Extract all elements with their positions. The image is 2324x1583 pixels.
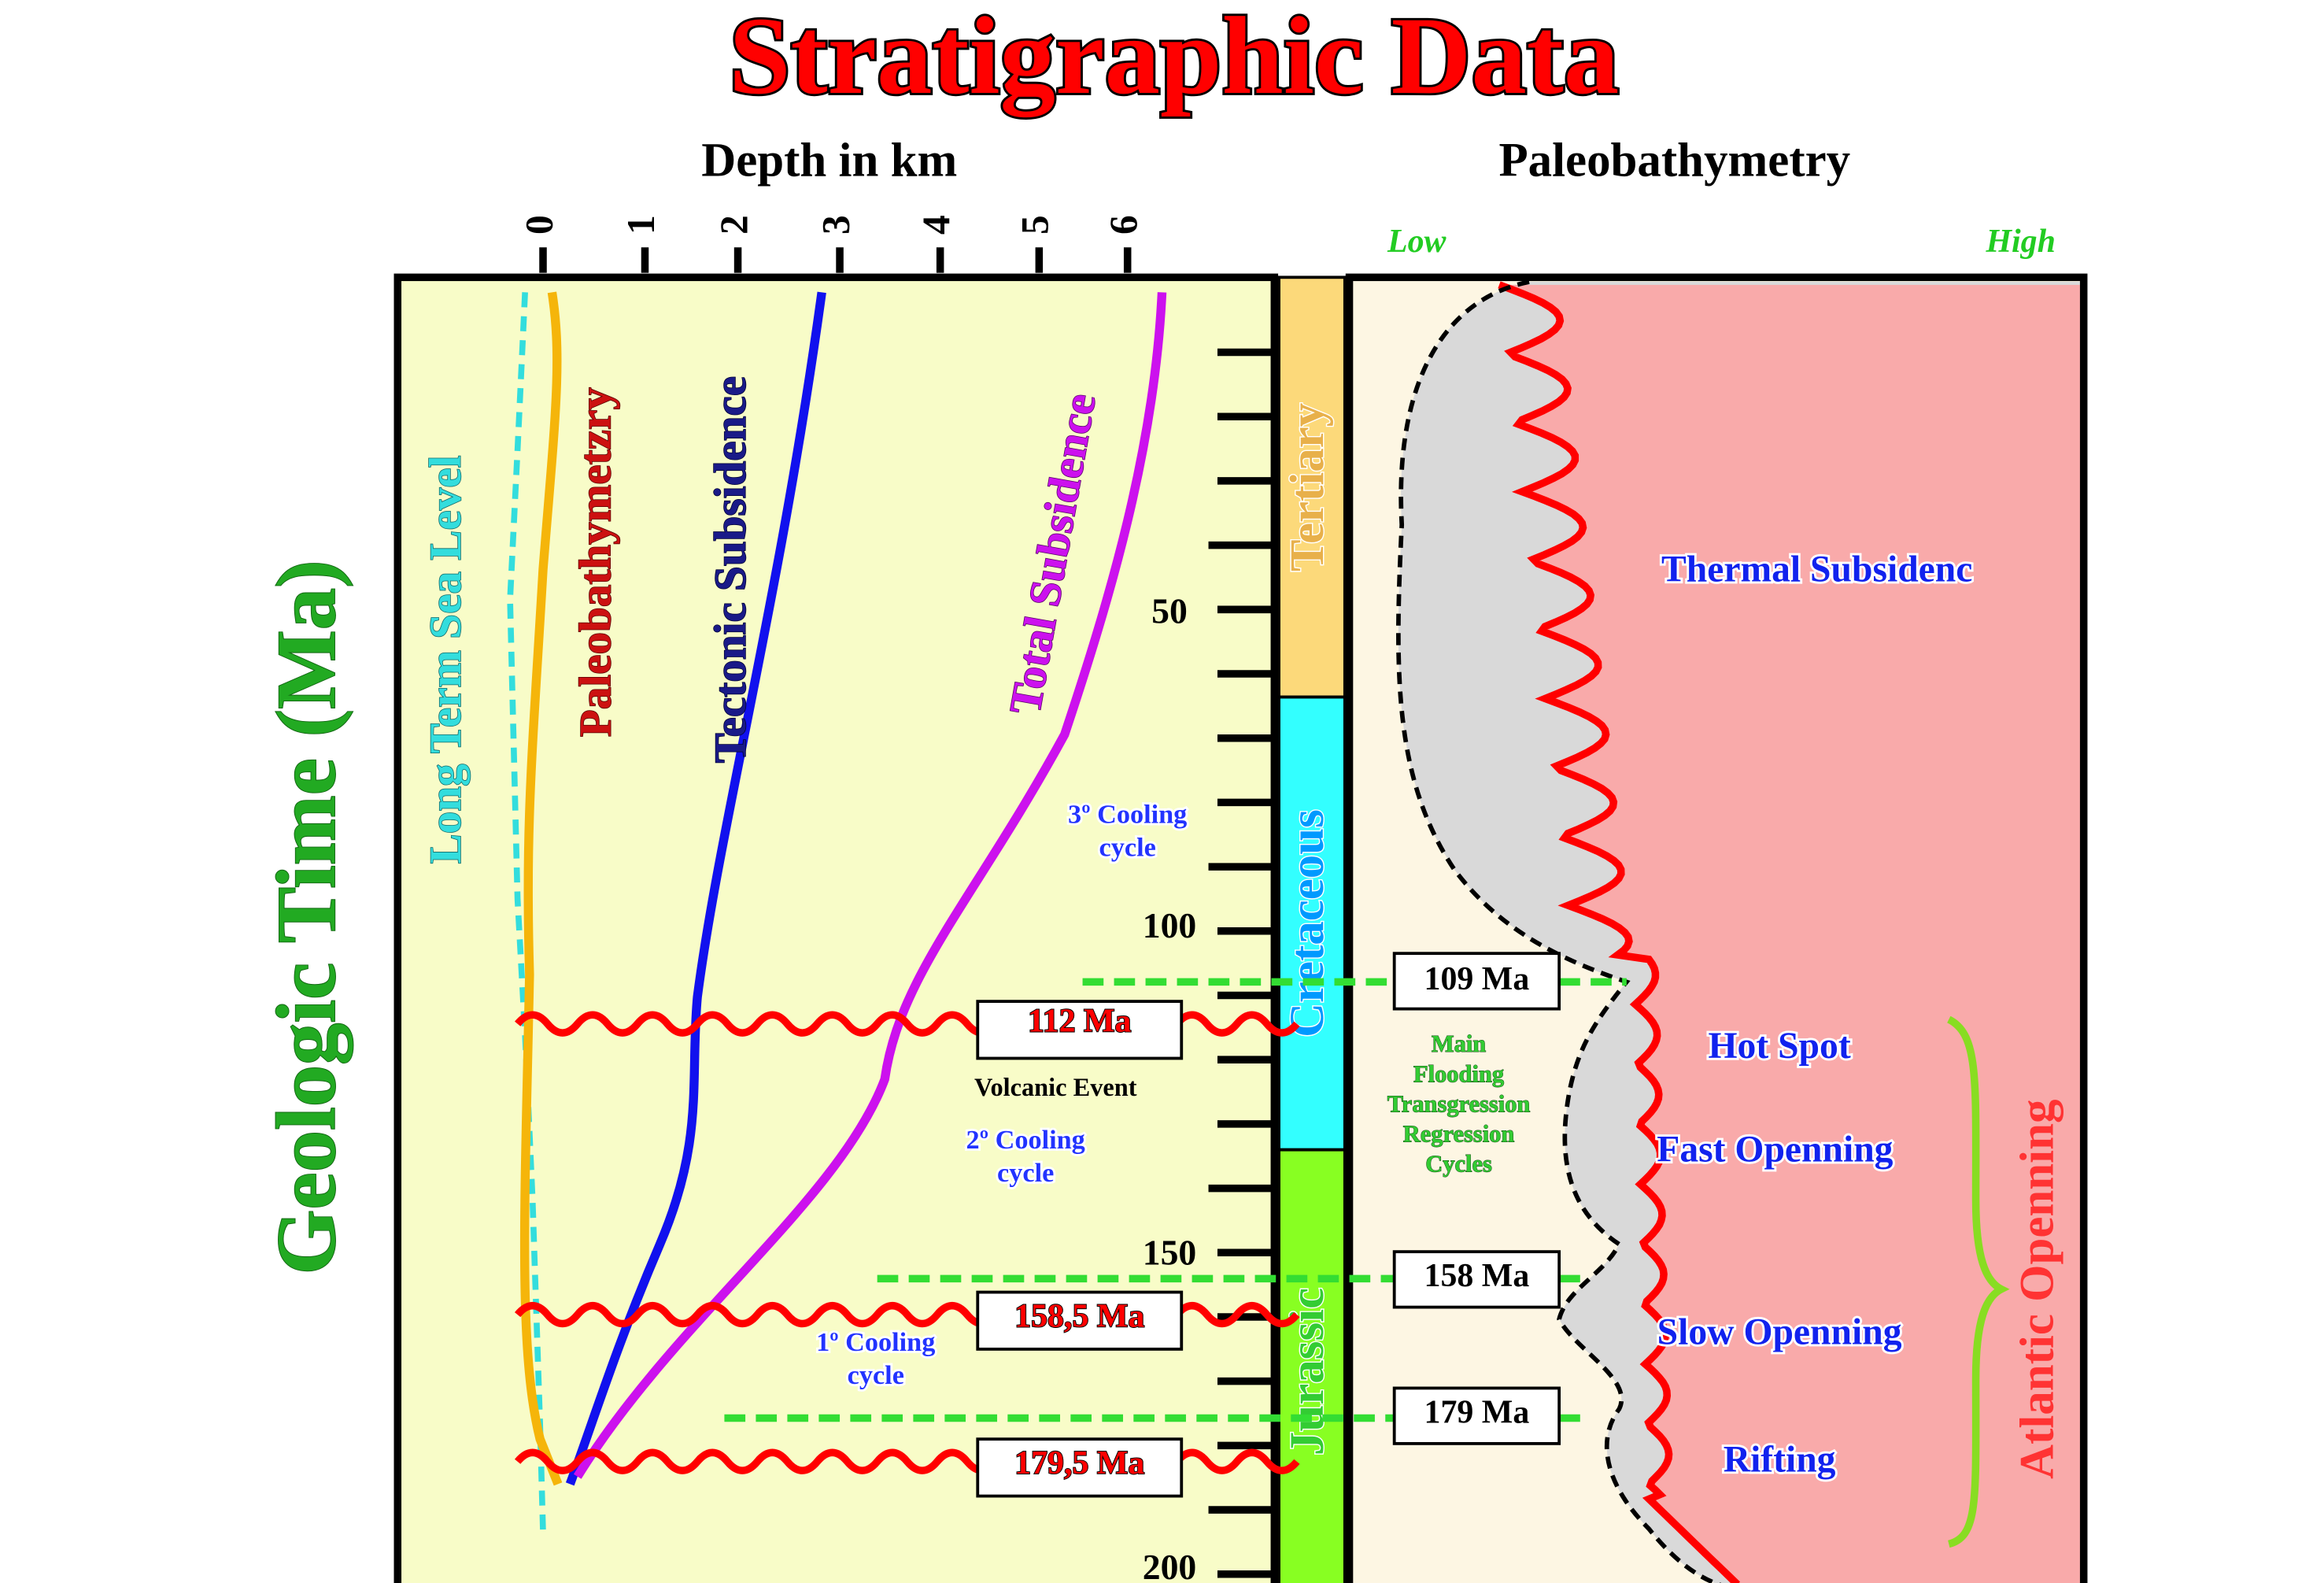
zone-label: Hot Spot [1709,1026,1851,1067]
paleo-label: Paleobathymetry [1498,134,1850,187]
zone-label: Fast Openning [1657,1129,1893,1170]
period-box [1277,695,1347,1152]
time-tick-label: 50 [1151,590,1188,631]
time-axis-label: Geologic Time (Ma) [260,560,353,1274]
cooling-label: cycle [848,1360,904,1390]
flooding-label: Flooding [1413,1060,1504,1087]
cooling-label: cycle [1099,833,1156,863]
period-label: Cretaceous [1281,809,1334,1037]
paleobathymetry-curve [519,291,563,1486]
brace [1946,1015,2010,1548]
depth-tick-label: 5 [1014,215,1057,235]
volcanic-label: Volcanic Event [974,1074,1137,1102]
zone-label: Rifting [1724,1440,1836,1481]
period-box [1277,1148,1347,1583]
depth-tick-label: 1 [619,215,663,235]
title: Stratigraphic Data [729,0,1619,117]
total-curve [573,292,1167,1479]
zone-label: Thermal Subsidenc [1661,549,1972,590]
flooding-label: Transgression [1387,1090,1531,1117]
depth-tick-label: 3 [814,215,857,235]
depth-tick-label: 2 [712,215,756,235]
tectonic-curve [565,291,826,1486]
curve-label: Paleobathymetzry [571,387,620,737]
atlantic-label: Atlantic Openning [2011,1100,2064,1479]
age-label: 109 Ma [1424,961,1530,997]
age-box [1392,1250,1561,1309]
curve-label: Tectonic Subsidence [706,376,756,763]
event-box [976,1290,1184,1351]
time-tick-label: 200 [1143,1547,1197,1583]
time-tick-label: 100 [1143,905,1197,945]
red-area [1498,284,2084,1583]
curve-label: Long Term Sea Level [421,455,471,864]
age-box [1392,952,1561,1011]
left-panel [393,273,1279,1583]
flooding-label: Main [1432,1030,1486,1057]
event-box [976,1000,1184,1060]
depth-tick-label: 0 [517,215,560,235]
age-box [1392,1386,1561,1445]
depth-tick-label: 4 [914,215,958,235]
period-label: Tertiary [1281,403,1334,571]
zone-label: Slow Openning [1657,1312,1902,1353]
sea-level-curve [507,292,546,1533]
event-label: 158,5 Ma [1014,1298,1144,1334]
event-box [976,1437,1184,1498]
age-label: 158 Ma [1424,1258,1530,1294]
right-frame [1345,273,2088,1583]
period-label: Jurassic [1281,1288,1334,1455]
depth-tick-label: 6 [1102,215,1145,235]
red-curve [1498,281,1741,1583]
event-label: 112 Ma [1028,1003,1131,1039]
depth-label: Depth in km [701,134,957,187]
dashed-curve [1396,279,1722,1583]
cooling-label: cycle [997,1158,1054,1188]
cooling-label: 2º Cooling [966,1125,1085,1155]
event-label: 179,5 Ma [1014,1445,1144,1481]
time-tick-label: 150 [1143,1232,1197,1272]
flooding-label: Regression [1403,1120,1515,1147]
flooding-label: Cycles [1425,1151,1492,1178]
high-label: High [1985,224,2055,260]
cooling-label: 1º Cooling [816,1327,935,1357]
cooling-label: 3º Cooling [1068,800,1187,830]
low-label: Low [1387,224,1447,260]
age-label: 179 Ma [1424,1394,1530,1430]
